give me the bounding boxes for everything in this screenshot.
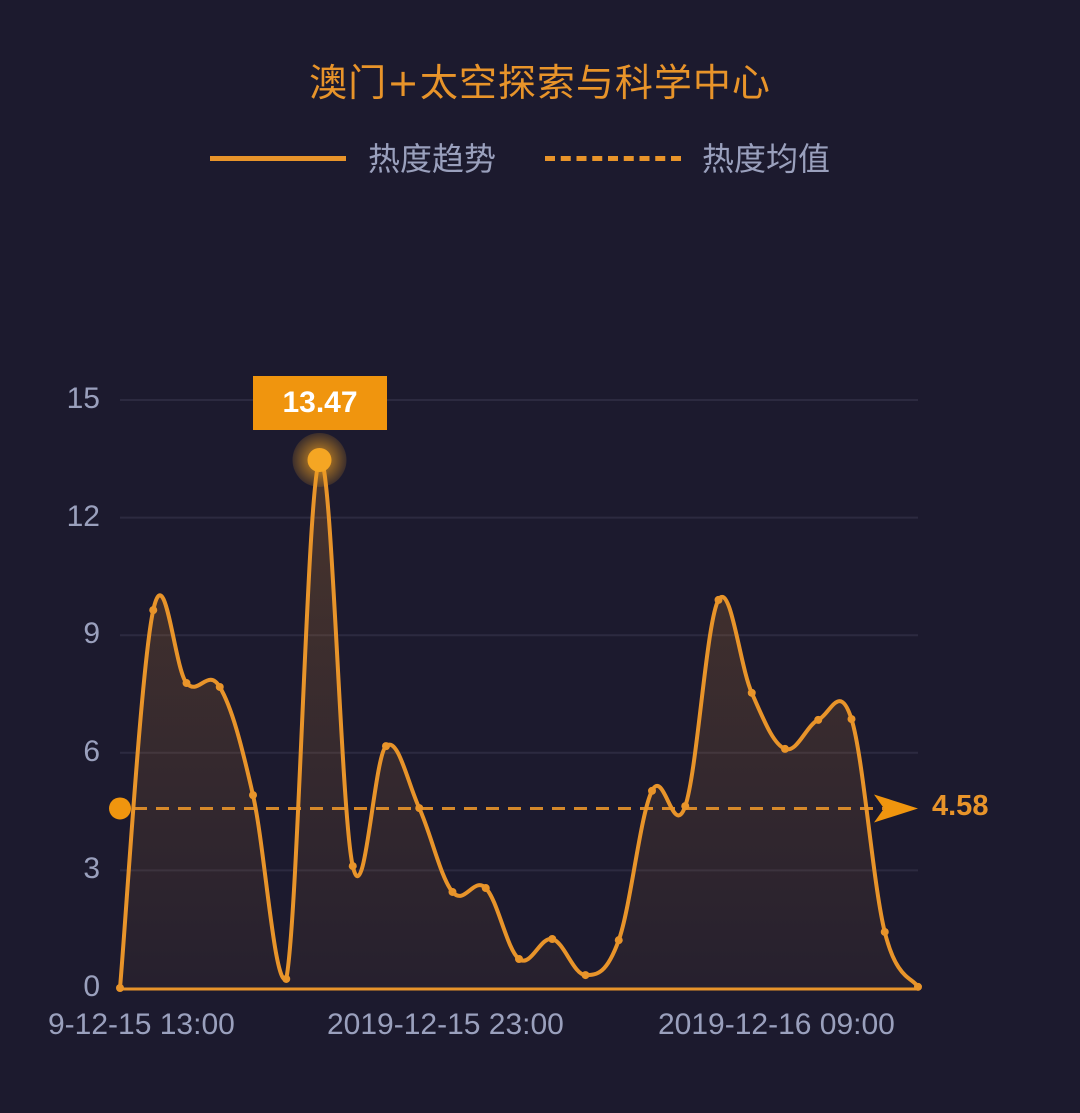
peak-value-badge: 13.47 — [253, 376, 387, 430]
legend-label-trend: 热度趋势 — [368, 140, 497, 178]
y-tick-label: 0 — [83, 970, 100, 1003]
x-tick-label: 2019-12-16 09:00 — [658, 1008, 895, 1041]
trend-line — [118, 457, 920, 989]
legend-solid-line-icon — [210, 156, 346, 161]
x-tick-label: 2019-12-15 23:00 — [327, 1008, 564, 1041]
x-tick-label: 9-12-15 13:00 — [48, 1008, 235, 1041]
legend: 热度趋势 热度均值 — [0, 132, 1080, 182]
trend-area — [120, 459, 918, 988]
peak-dot — [307, 447, 332, 472]
legend-dashed-line-icon — [545, 156, 681, 161]
y-tick-label: 3 — [83, 852, 100, 886]
mean-start-dot — [109, 797, 131, 820]
y-tick-label: 12 — [66, 499, 100, 533]
y-tick-label: 15 — [66, 382, 100, 415]
legend-label-mean: 热度均值 — [702, 140, 831, 178]
mean-arrow-icon — [874, 794, 918, 823]
chart-title: 澳门+太空探索与科学中心 — [309, 61, 771, 105]
y-tick-label: 9 — [83, 617, 100, 651]
data-points — [116, 455, 922, 992]
y-tick-label: 6 — [83, 734, 100, 768]
mean-value-label: 4.58 — [932, 790, 989, 822]
